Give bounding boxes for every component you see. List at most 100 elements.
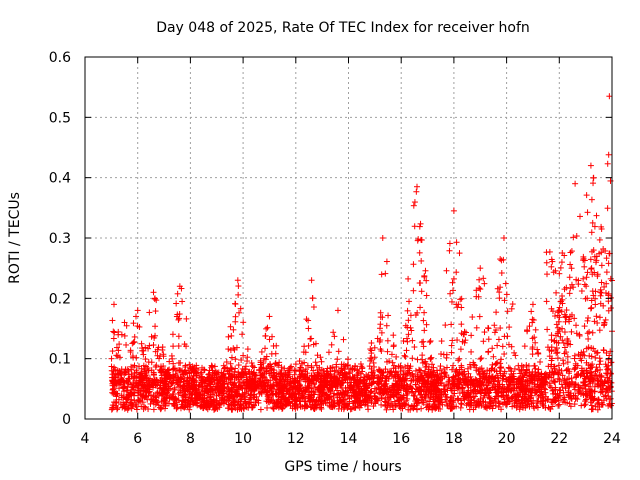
- data-point: [603, 280, 610, 287]
- data-point: [585, 335, 592, 342]
- data-point: [541, 385, 548, 392]
- data-point: [558, 381, 565, 388]
- data-point: [469, 314, 476, 321]
- data-point: [420, 317, 427, 324]
- data-point: [558, 293, 565, 300]
- data-point: [581, 263, 588, 270]
- data-point: [116, 341, 123, 348]
- data-point: [275, 404, 282, 411]
- data-point: [419, 399, 426, 406]
- data-point: [306, 397, 313, 404]
- data-point: [115, 347, 122, 354]
- data-point: [554, 355, 561, 362]
- data-point: [526, 369, 533, 376]
- data-point: [410, 287, 417, 294]
- data-point: [531, 387, 538, 394]
- data-point: [182, 364, 189, 371]
- data-point: [528, 308, 535, 315]
- data-point: [598, 388, 605, 395]
- data-point: [426, 339, 433, 346]
- data-point: [600, 302, 607, 309]
- data-point: [456, 250, 463, 257]
- data-point: [329, 364, 336, 371]
- data-point: [480, 275, 487, 282]
- data-point: [596, 236, 603, 243]
- data-point: [175, 366, 182, 373]
- data-point: [551, 337, 558, 344]
- data-point: [270, 397, 277, 404]
- data-point: [602, 316, 609, 323]
- data-point: [130, 320, 137, 327]
- data-point: [407, 377, 414, 384]
- data-point: [535, 366, 542, 373]
- data-point: [166, 400, 173, 407]
- data-point: [232, 301, 239, 308]
- data-point: [144, 396, 151, 403]
- data-point: [406, 298, 413, 305]
- data-point: [383, 406, 390, 413]
- data-point: [458, 295, 465, 302]
- data-point: [312, 340, 319, 347]
- data-point: [588, 229, 595, 236]
- data-point: [531, 362, 538, 369]
- data-point: [593, 313, 600, 320]
- data-point: [223, 359, 230, 366]
- data-point: [529, 316, 536, 323]
- data-point: [264, 324, 271, 331]
- data-point: [443, 364, 450, 371]
- data-point: [173, 300, 180, 307]
- data-point: [589, 219, 596, 226]
- data-point: [377, 309, 384, 316]
- data-point: [442, 322, 449, 329]
- data-point: [171, 365, 178, 372]
- data-points: [108, 93, 615, 413]
- data-point: [317, 370, 324, 377]
- y-tick-label: 0.2: [49, 291, 71, 307]
- data-point: [419, 356, 426, 363]
- data-point: [449, 279, 456, 286]
- data-point: [132, 313, 139, 320]
- data-point: [242, 370, 249, 377]
- data-point: [461, 339, 468, 346]
- y-axis-label: ROTI / TECUs: [7, 192, 23, 284]
- data-point: [592, 288, 599, 295]
- data-point: [427, 337, 434, 344]
- data-point: [273, 379, 280, 386]
- data-point: [484, 367, 491, 374]
- data-point: [415, 366, 422, 373]
- data-point: [567, 285, 574, 292]
- data-point: [581, 281, 588, 288]
- data-point: [560, 360, 567, 367]
- data-point: [368, 381, 375, 388]
- data-point: [412, 381, 419, 388]
- data-point: [186, 361, 193, 368]
- data-point: [421, 327, 428, 334]
- data-point: [275, 362, 282, 369]
- data-point: [175, 316, 182, 323]
- data-point: [561, 344, 568, 351]
- data-point: [602, 290, 609, 297]
- data-point: [145, 345, 152, 352]
- data-point: [285, 371, 292, 378]
- data-point: [566, 290, 573, 297]
- x-tick-label: 8: [186, 431, 195, 447]
- data-point: [403, 347, 410, 354]
- data-point: [552, 390, 559, 397]
- data-point: [109, 371, 116, 378]
- data-point: [331, 368, 338, 375]
- data-point: [570, 384, 577, 391]
- data-point: [514, 390, 521, 397]
- data-point: [590, 174, 597, 181]
- data-point: [603, 349, 610, 356]
- data-point: [534, 378, 541, 385]
- data-point: [604, 366, 611, 373]
- data-point: [115, 396, 122, 403]
- data-point: [224, 368, 231, 375]
- data-point: [559, 372, 566, 379]
- data-point: [312, 359, 319, 366]
- data-point: [210, 383, 217, 390]
- data-point: [544, 271, 551, 278]
- data-point: [368, 347, 375, 354]
- data-point: [114, 406, 121, 413]
- data-point: [592, 372, 599, 379]
